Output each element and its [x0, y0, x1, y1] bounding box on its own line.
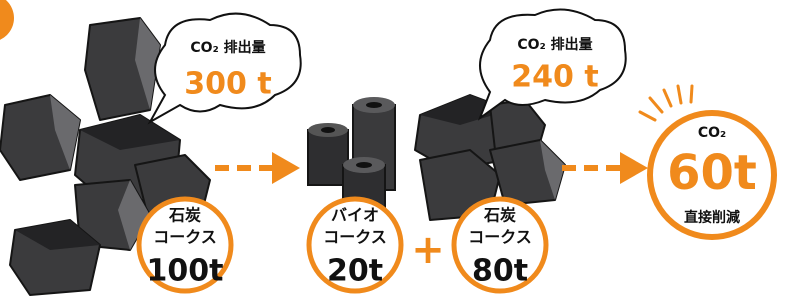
result-circle: CO₂ 60t 直接削減 — [650, 113, 774, 237]
diagram: CO₂ 排出量 300 t CO₂ 排出量 240 t CO₂ 60t 直接削減… — [0, 0, 810, 303]
input-amount: 20t — [327, 254, 383, 289]
bubble-amount: 240 t — [511, 60, 598, 95]
input-amount: 80t — [472, 254, 528, 289]
arrow — [562, 152, 648, 184]
result-caption: 直接削減 — [684, 209, 740, 226]
arrow — [215, 152, 300, 184]
result-amount: 60t — [667, 145, 757, 201]
input-label: 石炭 — [483, 206, 516, 225]
corner-badge — [0, 0, 14, 42]
speech-bubble: CO₂ 排出量 240 t — [480, 10, 626, 118]
page: {"bubbles":[{"label":"CO₂ 排出量","amount":… — [0, 0, 810, 303]
input-label: コークス — [323, 228, 387, 247]
bubble-label: CO₂ 排出量 — [517, 36, 592, 53]
bubble-amount: 300 t — [184, 67, 271, 102]
bubble-label: CO₂ 排出量 — [190, 39, 265, 56]
result-label: CO₂ — [698, 125, 726, 141]
input-amount: 100t — [147, 254, 224, 289]
coke-cylinders — [308, 97, 395, 210]
input-label: コークス — [153, 228, 217, 247]
input-label: バイオ — [331, 206, 379, 225]
input-label: コークス — [468, 228, 532, 247]
speech-bubble: CO₂ 排出量 300 t — [150, 14, 301, 122]
sunburst — [640, 86, 692, 120]
input-label: 石炭 — [168, 206, 201, 225]
plus-sign: + — [411, 227, 445, 273]
